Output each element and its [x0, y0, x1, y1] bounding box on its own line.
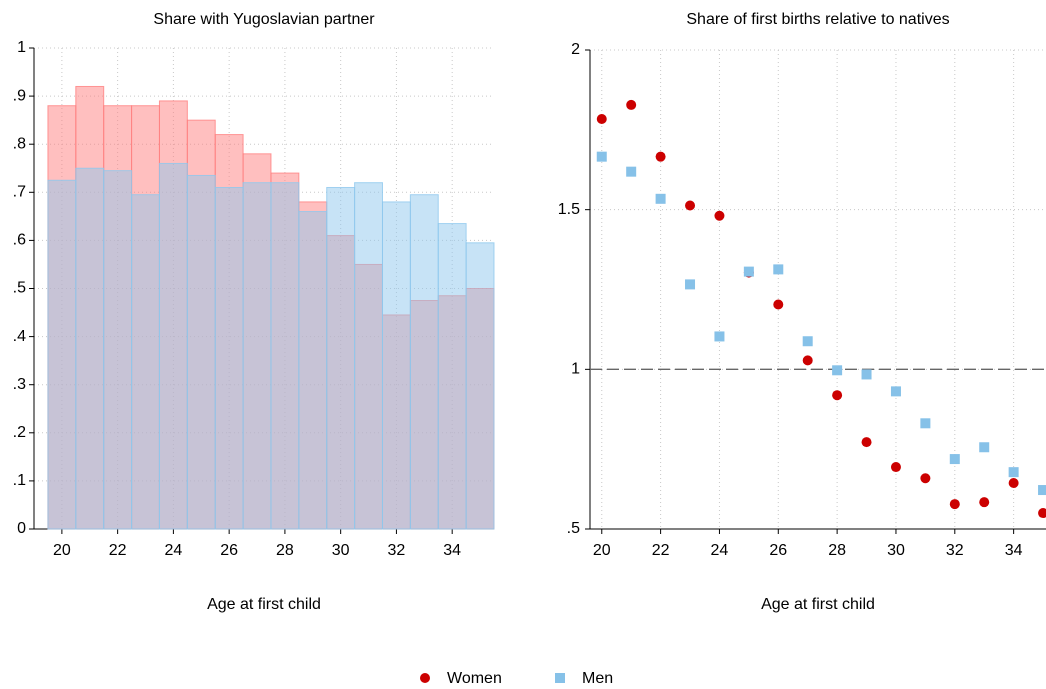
bar [437, 223, 467, 530]
point [1038, 508, 1046, 519]
point [979, 442, 990, 453]
point [626, 99, 637, 110]
bar [298, 211, 328, 530]
x-tick-label: 26 [769, 542, 787, 559]
x-tick-label: 22 [652, 542, 670, 559]
point [979, 497, 990, 508]
bar [270, 182, 300, 530]
y-tick-label: 1.5 [558, 201, 580, 218]
x-tick-label: 26 [220, 542, 238, 559]
x-tick-label: 28 [828, 542, 846, 559]
point [802, 355, 813, 366]
y-tick-label: 0 [17, 520, 26, 537]
point [773, 264, 784, 275]
point [861, 369, 872, 380]
x-tick-label: 24 [164, 542, 182, 559]
x-tick-label: 22 [109, 542, 127, 559]
y-tick-label: .3 [13, 376, 26, 393]
point [920, 418, 931, 429]
legend-label: Women [447, 670, 502, 687]
x-tick-label: 28 [276, 542, 294, 559]
bar [47, 179, 77, 530]
point [626, 166, 637, 177]
x-tick-label: 32 [946, 542, 964, 559]
bar [409, 194, 439, 530]
x-tick-label: 32 [388, 542, 406, 559]
y-tick-label: .9 [13, 87, 26, 104]
bar [186, 174, 216, 530]
point [773, 299, 784, 310]
point [655, 193, 666, 204]
bar [214, 186, 244, 530]
point [743, 266, 754, 277]
point [802, 336, 813, 347]
point [861, 437, 872, 448]
bar [465, 242, 495, 530]
x-tick-label: 34 [1005, 542, 1023, 559]
point [596, 113, 607, 124]
bar [242, 182, 272, 530]
point [1008, 478, 1019, 489]
x-tick-label: 30 [332, 542, 350, 559]
x-tick-label: 20 [593, 542, 611, 559]
point [685, 279, 696, 290]
y-tick-label: 2 [571, 41, 580, 58]
y-tick-label: .5 [567, 520, 580, 537]
y-tick-label: .2 [13, 424, 26, 441]
y-tick-label: .8 [13, 135, 26, 152]
point [949, 499, 960, 510]
point [832, 365, 843, 376]
bar [103, 170, 133, 530]
y-tick-label: 1 [571, 361, 580, 378]
chart-title: Share of first births relative to native… [686, 11, 949, 28]
y-tick-label: .1 [13, 472, 26, 489]
legend-label: Men [582, 670, 613, 687]
point [655, 151, 666, 162]
x-tick-label: 20 [53, 542, 71, 559]
point [920, 473, 931, 484]
x-tick-label: 30 [887, 542, 905, 559]
bar [131, 194, 160, 530]
legend: Women Men [420, 670, 613, 687]
chart-title: Share with Yugoslavian partner [153, 11, 375, 28]
point [890, 386, 901, 397]
x-tick-label: 34 [443, 542, 461, 559]
point [832, 390, 843, 401]
point [714, 331, 725, 342]
bar [354, 182, 383, 530]
bar [326, 186, 356, 530]
x-tick-label: 24 [711, 542, 729, 559]
bar [75, 167, 105, 530]
y-tick-label: .7 [13, 184, 26, 201]
legend-marker [420, 673, 430, 683]
point [1038, 485, 1046, 496]
bar [381, 201, 411, 530]
y-tick-label: .5 [13, 280, 26, 297]
point [714, 210, 725, 221]
point [596, 151, 607, 162]
y-tick-label: .6 [13, 232, 26, 249]
legend-marker [555, 673, 565, 683]
point [685, 200, 696, 211]
x-axis-label: Age at first child [761, 596, 875, 613]
point [890, 462, 901, 473]
y-tick-label: .4 [13, 328, 26, 345]
point [1008, 467, 1019, 478]
bar [158, 162, 188, 530]
x-axis-label: Age at first child [207, 596, 321, 613]
point [949, 454, 960, 465]
y-tick-label: 1 [17, 39, 26, 56]
